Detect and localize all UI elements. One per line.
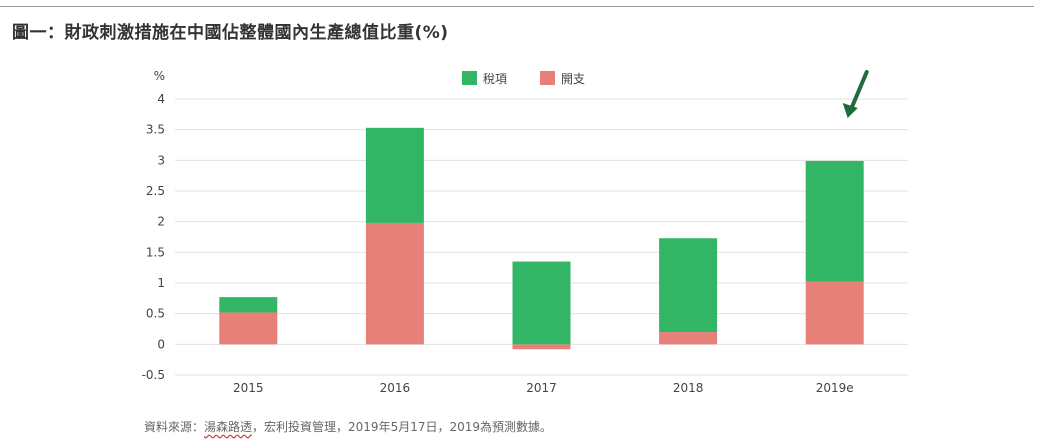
y-tick-label: 2.5 <box>146 184 165 198</box>
bar-spending-2017 <box>512 344 571 350</box>
x-tick-label: 2017 <box>526 381 557 395</box>
y-tick-label: 3.5 <box>146 123 165 137</box>
top-rule <box>0 6 1034 7</box>
annotation-arrow-head <box>842 103 858 118</box>
bar-spending-2015 <box>219 312 278 345</box>
y-tick-label: 0 <box>157 337 165 351</box>
x-tick-label: 2019e <box>816 381 854 395</box>
source-prefix: 資料來源： <box>144 420 205 434</box>
y-tick-label: 2 <box>157 215 165 229</box>
bar-spending-2018 <box>659 332 718 345</box>
bar-tax-2017 <box>512 261 571 345</box>
y-tick-label: 1.5 <box>146 245 165 259</box>
y-tick-label: 4 <box>157 92 165 106</box>
y-tick-label: 0.5 <box>146 307 165 321</box>
legend-swatch-spending <box>540 71 555 85</box>
y-unit-label: % <box>154 69 165 83</box>
source-underlined: 湯森路透 <box>204 420 253 434</box>
bar-tax-2016 <box>365 127 424 223</box>
chart-title: 圖一：財政刺激措施在中國佔整體國內生產總值比重(%) <box>12 23 449 43</box>
x-tick-label: 2015 <box>233 381 264 395</box>
y-tick-label: 3 <box>157 153 165 167</box>
x-tick-label: 2016 <box>380 381 411 395</box>
source-note: 資料來源：湯森路透，宏利投資管理，2019年5月17日，2019為預測數據。 <box>144 418 552 435</box>
bar-spending-2016 <box>365 222 424 345</box>
bar-tax-2018 <box>659 238 718 333</box>
y-tick-label: -0.5 <box>142 368 165 382</box>
legend-label-spending: 開支 <box>561 72 585 86</box>
y-tick-label: 1 <box>157 276 165 290</box>
annotation-arrow-shaft <box>848 70 869 112</box>
bar-tax-2019e <box>805 160 864 282</box>
x-tick-label: 2018 <box>673 381 704 395</box>
legend-swatch-tax <box>462 71 477 85</box>
legend-label-tax: 稅項 <box>483 72 507 86</box>
source-rest: ，宏利投資管理，2019年5月17日，2019為預測數據。 <box>252 420 553 434</box>
bar-tax-2015 <box>219 297 278 313</box>
bar-spending-2019e <box>805 281 864 345</box>
